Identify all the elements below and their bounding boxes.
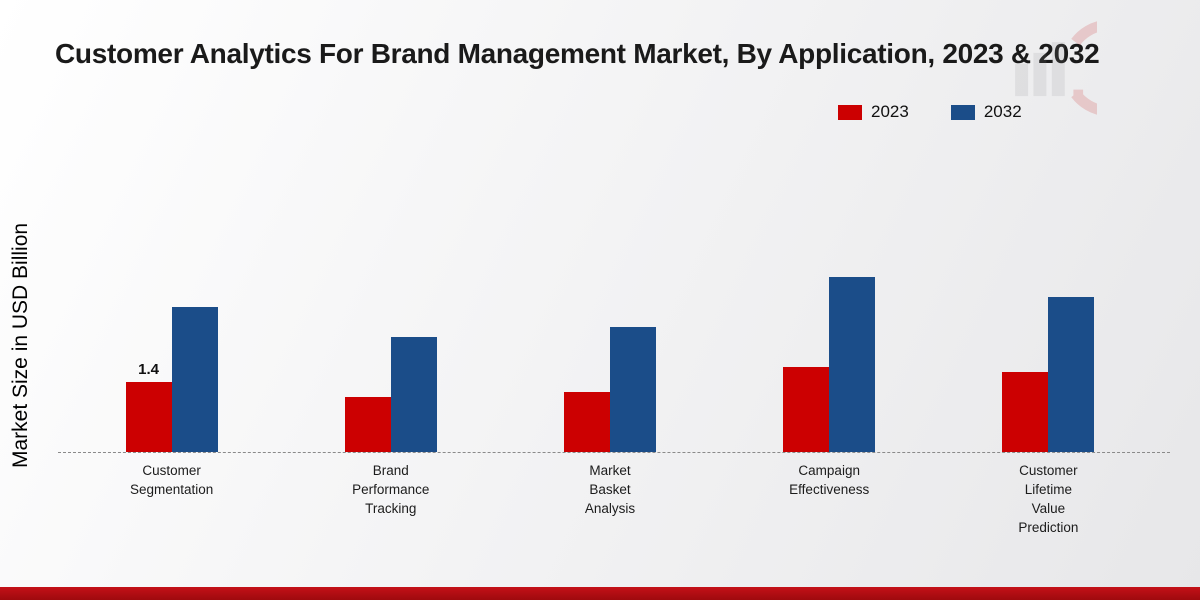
legend-item-2032: 2032 [950,102,1022,122]
bar-group: Market Basket Analysis [500,190,719,516]
category-label: Market Basket Analysis [584,463,636,516]
bar-group: Campaign Effectiveness [720,190,939,497]
footer-accent-band [0,587,1200,600]
bar-2023: 1.4 [125,361,172,452]
legend-item-2023: 2023 [838,102,909,122]
plot-area: 1.4 Customer Segmentation Brand Performanc… [62,190,1158,535]
bar-2032 [171,307,218,452]
bar-2023 [344,397,391,452]
x-axis-baseline [58,452,1170,453]
y-axis-label: Market Size in USD Billion [9,222,32,468]
bar-group: Brand Performance Tracking [281,190,500,516]
value-label: 1.4 [138,361,160,378]
bar-2032 [829,277,876,452]
category-label: Customer Segmentation [129,463,214,497]
page-title: Customer Analytics For Brand Management … [55,38,1100,69]
bar-2023 [1002,372,1049,452]
bar-2023 [564,392,610,452]
category-label: Brand Performance Tracking [352,463,430,516]
legend-swatch-2032-icon [950,104,975,120]
brand-watermark-icon [1015,21,1097,115]
bar-group: 1.4 Customer Segmentation [62,190,281,497]
bar-2032 [1048,297,1095,452]
bar-2032 [390,337,437,452]
legend: 2023 2032 [838,102,1022,122]
legend-label-2032: 2032 [983,102,1022,121]
bar-2023 [783,367,830,452]
bar-2032 [610,327,656,452]
category-label: Customer Lifetime Value Prediction [1018,463,1079,535]
bar-group: Customer Lifetime Value Prediction [939,190,1158,535]
category-label: Campaign Effectiveness [789,463,870,497]
legend-label-2023: 2023 [871,102,909,121]
legend-swatch-2023-icon [838,104,862,120]
